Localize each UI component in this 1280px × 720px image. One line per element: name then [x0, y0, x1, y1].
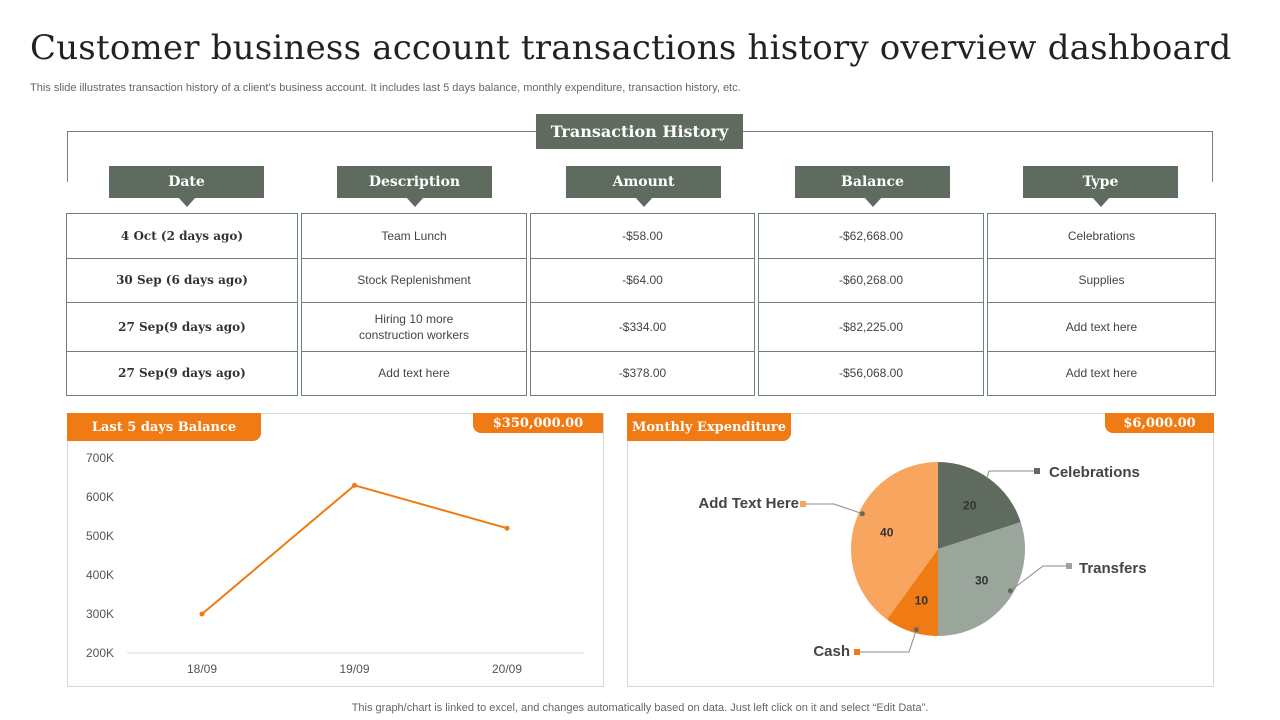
pie-callout-dot	[913, 627, 919, 633]
pie-callout-marker	[800, 501, 806, 507]
expenditure-panel-total: $6,000.00	[1105, 413, 1214, 433]
y-tick-label: 500K	[86, 529, 114, 543]
balance-data-point	[199, 611, 205, 617]
pie-slice	[851, 462, 938, 620]
x-tick-label: 19/09	[339, 662, 369, 676]
pie-slice	[938, 462, 1021, 549]
pie-callout-dot	[1007, 588, 1013, 594]
pie-category-label: Add Text Here	[698, 495, 799, 512]
type-column: Celebrations Supplies Add text here Add …	[987, 213, 1216, 396]
balance-data-point	[504, 525, 510, 531]
pie-callout-line	[1010, 565, 1069, 592]
balance-data-point	[352, 482, 357, 488]
pie-value-label: 40	[880, 525, 894, 539]
expenditure-panel-label: Monthly Expenditure	[627, 413, 791, 441]
column-header-label: Amount	[612, 174, 675, 190]
date-column: 4 Oct (2 days ago) 30 Sep (6 days ago) 2…	[66, 213, 298, 396]
column-header-label: Balance	[841, 174, 904, 190]
pie-category-label: Transfers	[1079, 560, 1147, 577]
pie-callout-marker	[1066, 563, 1072, 569]
balance-line-chart: 200K 300K 400K 500K 600K 700K 18/09 19/09 20/09	[86, 451, 584, 676]
y-tick-label: 300K	[86, 607, 114, 621]
description-cell: Hiring 10 more construction workers	[302, 303, 526, 352]
date-cell: 4 Oct (2 days ago)	[67, 214, 297, 259]
y-tick-label: 200K	[86, 646, 114, 660]
date-cell: 27 Sep(9 days ago)	[67, 303, 297, 352]
pie-callout-line	[985, 470, 1037, 481]
expenditure-pie-chart: 20 Celebrations 30 Transfers 10 Cash 40 Add Tex…	[698, 462, 1147, 660]
y-tick-label: 600K	[86, 490, 114, 504]
column-header-amount: Amount	[566, 166, 721, 207]
expenditure-panel	[627, 413, 1214, 687]
description-cell: Team Lunch	[302, 214, 526, 259]
type-cell: Add text here	[988, 303, 1215, 352]
pie-callout-line	[857, 629, 917, 653]
pie-value-label: 10	[915, 593, 929, 607]
pie-slice	[938, 522, 1025, 636]
column-header-label: Type	[1082, 174, 1119, 190]
column-header-date: Date	[109, 166, 264, 207]
page-subtitle: This slide illustrates transaction histo…	[30, 82, 741, 94]
description-cell: Stock Replenishment	[302, 259, 526, 303]
balance-cell: -$62,668.00	[759, 214, 983, 259]
pie-callout-marker	[1034, 468, 1040, 474]
pie-slice	[886, 549, 938, 636]
column-header-type: Type	[1023, 166, 1178, 207]
date-cell: 30 Sep (6 days ago)	[67, 259, 297, 303]
pie-callout-marker	[854, 649, 860, 655]
pie-value-label: 20	[963, 498, 977, 512]
pie-callout-line	[803, 503, 863, 515]
y-tick-label: 700K	[86, 451, 114, 465]
pie-category-label: Cash	[813, 643, 850, 660]
date-cell: 27 Sep(9 days ago)	[118, 366, 246, 381]
description-cell: Add text here	[378, 366, 450, 381]
pie-callout-dot	[983, 478, 989, 484]
pie-category-label: Celebrations	[1049, 464, 1140, 481]
amount-cell: -$58.00	[531, 214, 754, 259]
y-tick-label: 400K	[86, 568, 114, 582]
description-column: Team Lunch Stock Replenishment Hiring 10…	[301, 213, 527, 396]
type-cell: Celebrations	[988, 214, 1215, 259]
balance-panel-label: Last 5 days Balance	[67, 413, 261, 441]
pie-callout-dot	[859, 511, 865, 517]
column-header-description: Description	[337, 166, 492, 207]
balance-panel-total: $350,000.00	[473, 413, 603, 433]
amount-column: -$58.00 -$64.00 -$334.00 -$378.00	[530, 213, 755, 396]
x-tick-label: 18/09	[187, 662, 217, 676]
balance-cell: -$56,068.00	[838, 366, 904, 381]
type-cell: Supplies	[988, 259, 1215, 303]
amount-cell: -$378.00	[618, 366, 667, 381]
transaction-history-title: Transaction History	[536, 114, 743, 149]
column-header-label: Description	[368, 174, 461, 190]
amount-cell: -$64.00	[531, 259, 754, 303]
x-tick-label: 20/09	[492, 662, 522, 676]
balance-cell: -$60,268.00	[759, 259, 983, 303]
column-header-label: Date	[168, 174, 205, 190]
balance-panel	[67, 413, 604, 687]
balance-cell: -$82,225.00	[759, 303, 983, 352]
type-cell: Add text here	[1065, 366, 1138, 381]
footer-note: This graph/chart is linked to excel, and…	[351, 702, 929, 714]
balance-series-line	[201, 484, 508, 615]
pie-value-label: 30	[975, 574, 989, 588]
page-title: Customer business account transactions h…	[30, 28, 1232, 68]
column-header-balance: Balance	[795, 166, 950, 207]
amount-cell: -$334.00	[531, 303, 754, 352]
balance-column: -$62,668.00 -$60,268.00 -$82,225.00 -$56…	[758, 213, 984, 396]
